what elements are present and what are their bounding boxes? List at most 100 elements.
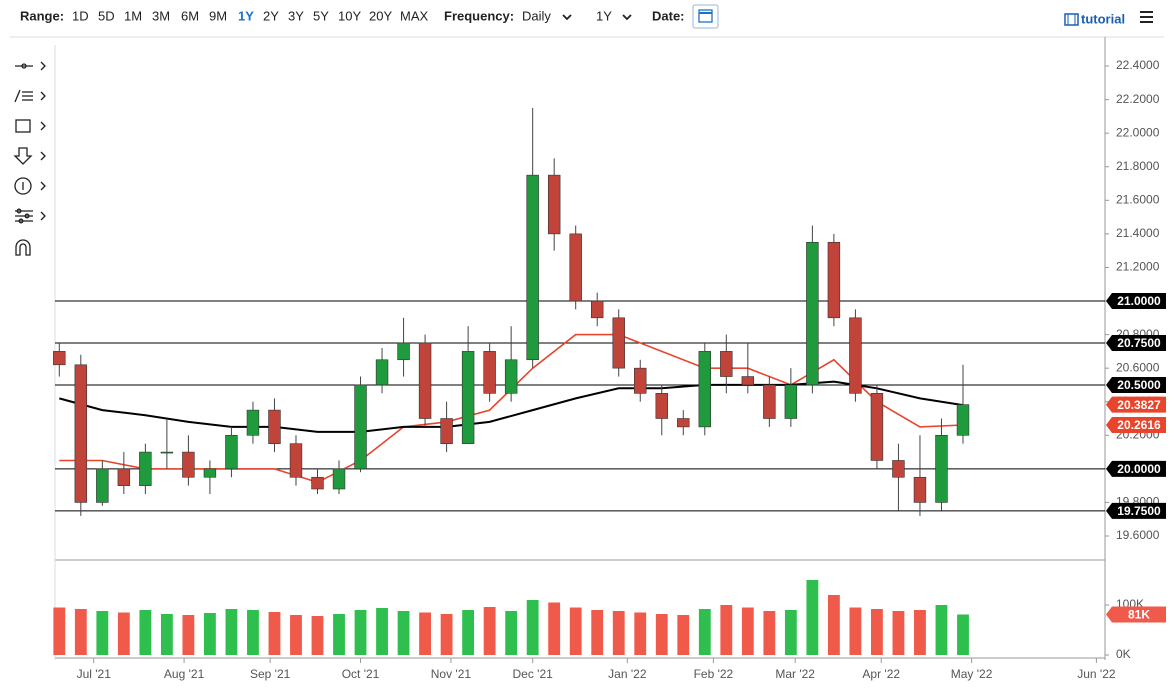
level-label-box [1106,502,1166,519]
x-tick-label: Dec '21 [513,667,554,681]
level-label-box [1106,376,1166,393]
tool-arrow[interactable] [13,147,46,165]
volume-bar [268,612,281,655]
candle-body [698,351,712,428]
candle-body [526,174,539,361]
candle-body [612,317,625,369]
drawing-tools [13,61,46,256]
range-button[interactable]: 2Y [263,8,279,23]
range-button[interactable]: 10Y [338,8,361,23]
tool-shape[interactable] [15,119,46,133]
volume-bar [741,607,754,655]
range-button[interactable]: 5D [98,8,115,23]
y-tick-label: 21.2000 [1116,260,1160,274]
volume-bar [462,610,475,655]
y-tick-label: 22.2000 [1116,92,1160,106]
range-button[interactable]: 1M [124,8,142,23]
candle-body [182,451,195,478]
volume-bar [204,613,216,655]
candle-body [375,359,389,386]
range-button[interactable]: 1Y [238,8,254,23]
level-label: 20.5000 [1117,378,1161,392]
range-button[interactable]: 3Y [288,8,304,23]
x-tick-label: Jan '22 [608,667,647,681]
y-tick-label: 21.4000 [1116,226,1160,240]
level-label-box [1106,460,1166,477]
candle-body [203,468,217,478]
volume-bar [720,605,733,655]
chevron[interactable] [562,14,572,21]
volume-bar [354,610,367,655]
candle-body [225,434,238,470]
frequency-select[interactable]: Daily [522,8,551,23]
tool-indicators[interactable] [15,208,46,224]
x-tick-label: Oct '21 [342,667,380,681]
calendar-button[interactable] [692,4,719,29]
tutorial-link[interactable]: tutorial [1081,11,1125,26]
range-button[interactable]: 3M [152,8,170,23]
candle-body [440,418,453,444]
candle-body [246,409,260,436]
volume-bar [806,580,819,655]
candle-body [763,384,776,419]
volume-bar [96,611,109,655]
x-tick-label: Mar '22 [775,667,815,681]
volume-bar [311,616,324,655]
candle-body [139,451,152,486]
ma-value-label: 20.2616 [1117,418,1161,432]
x-tick-label: Aug '21 [164,667,205,681]
candle-body [483,351,496,394]
candle-body [504,359,518,394]
date-label: Date: [652,8,685,23]
volume-bar [139,610,152,655]
level-label: 20.7500 [1117,336,1161,350]
candle-body [547,174,561,235]
candle-body [117,468,131,486]
volume-bar [957,614,969,655]
range-button[interactable]: 9M [209,8,227,23]
volume-value-label-box [1106,606,1166,623]
volume-bar [376,608,388,655]
chevron[interactable] [622,14,632,21]
volume-bar [698,609,711,655]
y-tick-label: 21.6000 [1116,192,1160,206]
last-price-label: 20.3827 [1117,398,1161,412]
x-tick-label: Feb '22 [694,667,734,681]
volume-bar [827,595,840,655]
tutorial-icon[interactable] [1064,13,1079,26]
ma-value-label-box [1106,416,1166,433]
level-label: 19.7500 [1117,504,1161,518]
volume-bar [53,607,66,655]
candle-body [289,443,303,478]
range-button[interactable]: 1D [72,8,89,23]
x-tick-label: Jul '21 [77,667,112,681]
menu-button[interactable] [1140,11,1153,23]
volume-bar [117,612,130,655]
candle-body [397,342,410,361]
tool-line[interactable] [15,61,46,71]
x-tick-label: Apr '22 [862,667,900,681]
range-button[interactable]: 20Y [369,8,392,23]
candle-body [332,468,346,490]
volume-bar [849,607,862,655]
tool-annotation[interactable] [14,177,46,195]
y-tick-label: 22.0000 [1116,125,1160,139]
tool-fib[interactable] [14,89,46,103]
volume-bar [225,609,238,655]
candle-body [634,367,647,394]
period-select[interactable]: 1Y [596,8,612,23]
range-button[interactable]: 5Y [313,8,329,23]
volume-bar [677,615,690,655]
range-button[interactable]: 6M [181,8,199,23]
tool-magnet[interactable] [15,239,31,256]
volume-bar [569,607,582,655]
volume-bar [505,611,518,655]
volume-bar [526,600,539,655]
volume-bar [483,607,496,655]
volume-bar [548,602,561,655]
candle-body [354,384,367,470]
range-button[interactable]: MAX [400,8,429,23]
volume-bar [182,615,195,655]
candle-body [461,351,475,444]
candle-body [892,460,905,478]
